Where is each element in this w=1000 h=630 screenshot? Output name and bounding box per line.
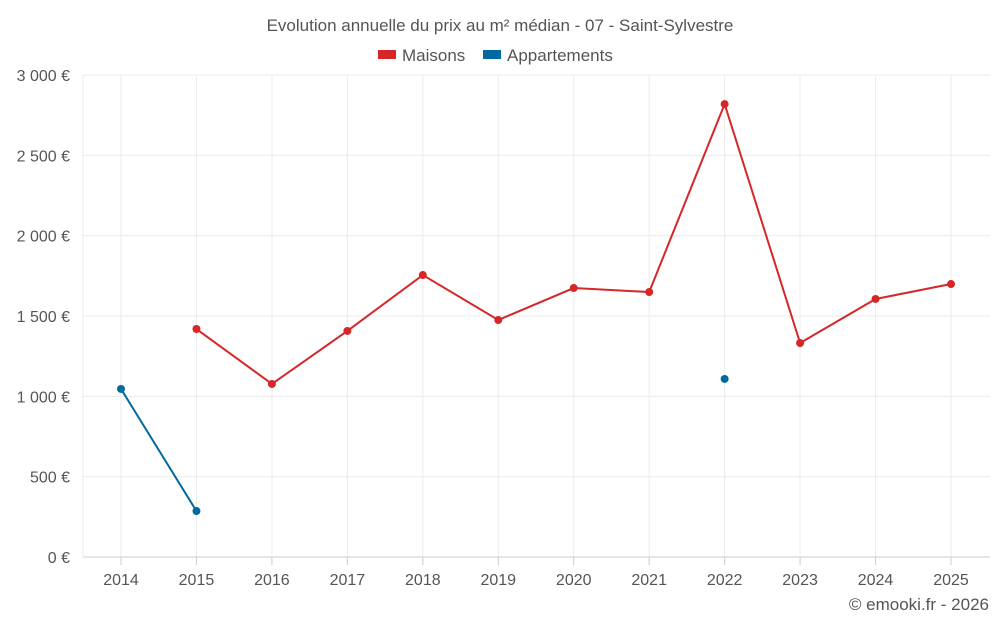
legend-swatch [378, 50, 396, 59]
grid [82, 74, 990, 558]
credit: © emooki.fr - 2026 [849, 595, 989, 614]
data-point [192, 325, 201, 334]
x-tick-label: 2023 [782, 572, 818, 589]
data-point [645, 288, 654, 297]
data-point [192, 507, 201, 516]
series-layer [117, 100, 955, 516]
legend-label: Appartements [507, 46, 613, 65]
data-point [796, 338, 805, 347]
data-point [418, 271, 427, 280]
y-tick-label: 1 500 € [17, 309, 70, 326]
data-point [720, 100, 729, 109]
legend-label: Maisons [402, 46, 465, 65]
data-point [947, 280, 955, 289]
x-tick-label: 2015 [179, 572, 215, 589]
series-line [120, 388, 198, 512]
series-appartements [117, 374, 729, 516]
legend-swatch [483, 50, 501, 59]
x-tick-label: 2020 [556, 572, 592, 589]
data-point [569, 284, 578, 293]
y-tick-label: 3 000 € [17, 68, 70, 85]
data-point [343, 326, 352, 335]
data-point [117, 384, 125, 393]
x-tick-label: 2022 [707, 572, 743, 589]
data-point [871, 294, 880, 303]
x-tick-label: 2025 [933, 572, 969, 589]
x-tick-label: 2014 [103, 572, 139, 589]
axes: 0 € 500 € 1 000 € 1 500 € 2 000 € 2 500 € 3 00… [17, 68, 969, 589]
y-tick-label: 0 € [48, 550, 70, 567]
chart-title: Evolution annuelle du prix au m² médian … [267, 16, 734, 35]
series-maisons [192, 100, 955, 388]
x-tick-label: 2017 [330, 572, 366, 589]
x-tick-label: 2018 [405, 572, 441, 589]
y-tick-label: 500 € [30, 470, 70, 487]
data-point [494, 316, 503, 325]
x-tick-label: 2024 [858, 572, 894, 589]
x-tick-label: 2016 [254, 572, 290, 589]
y-tick-label: 2 000 € [17, 229, 70, 246]
x-tick-label: 2021 [631, 572, 667, 589]
x-tick-label: 2019 [480, 572, 516, 589]
data-point [720, 374, 729, 383]
y-tick-label: 1 000 € [17, 389, 70, 406]
data-point [267, 379, 276, 388]
y-tick-label: 2 500 € [17, 148, 70, 165]
legend: Maisons Appartements [378, 46, 613, 65]
